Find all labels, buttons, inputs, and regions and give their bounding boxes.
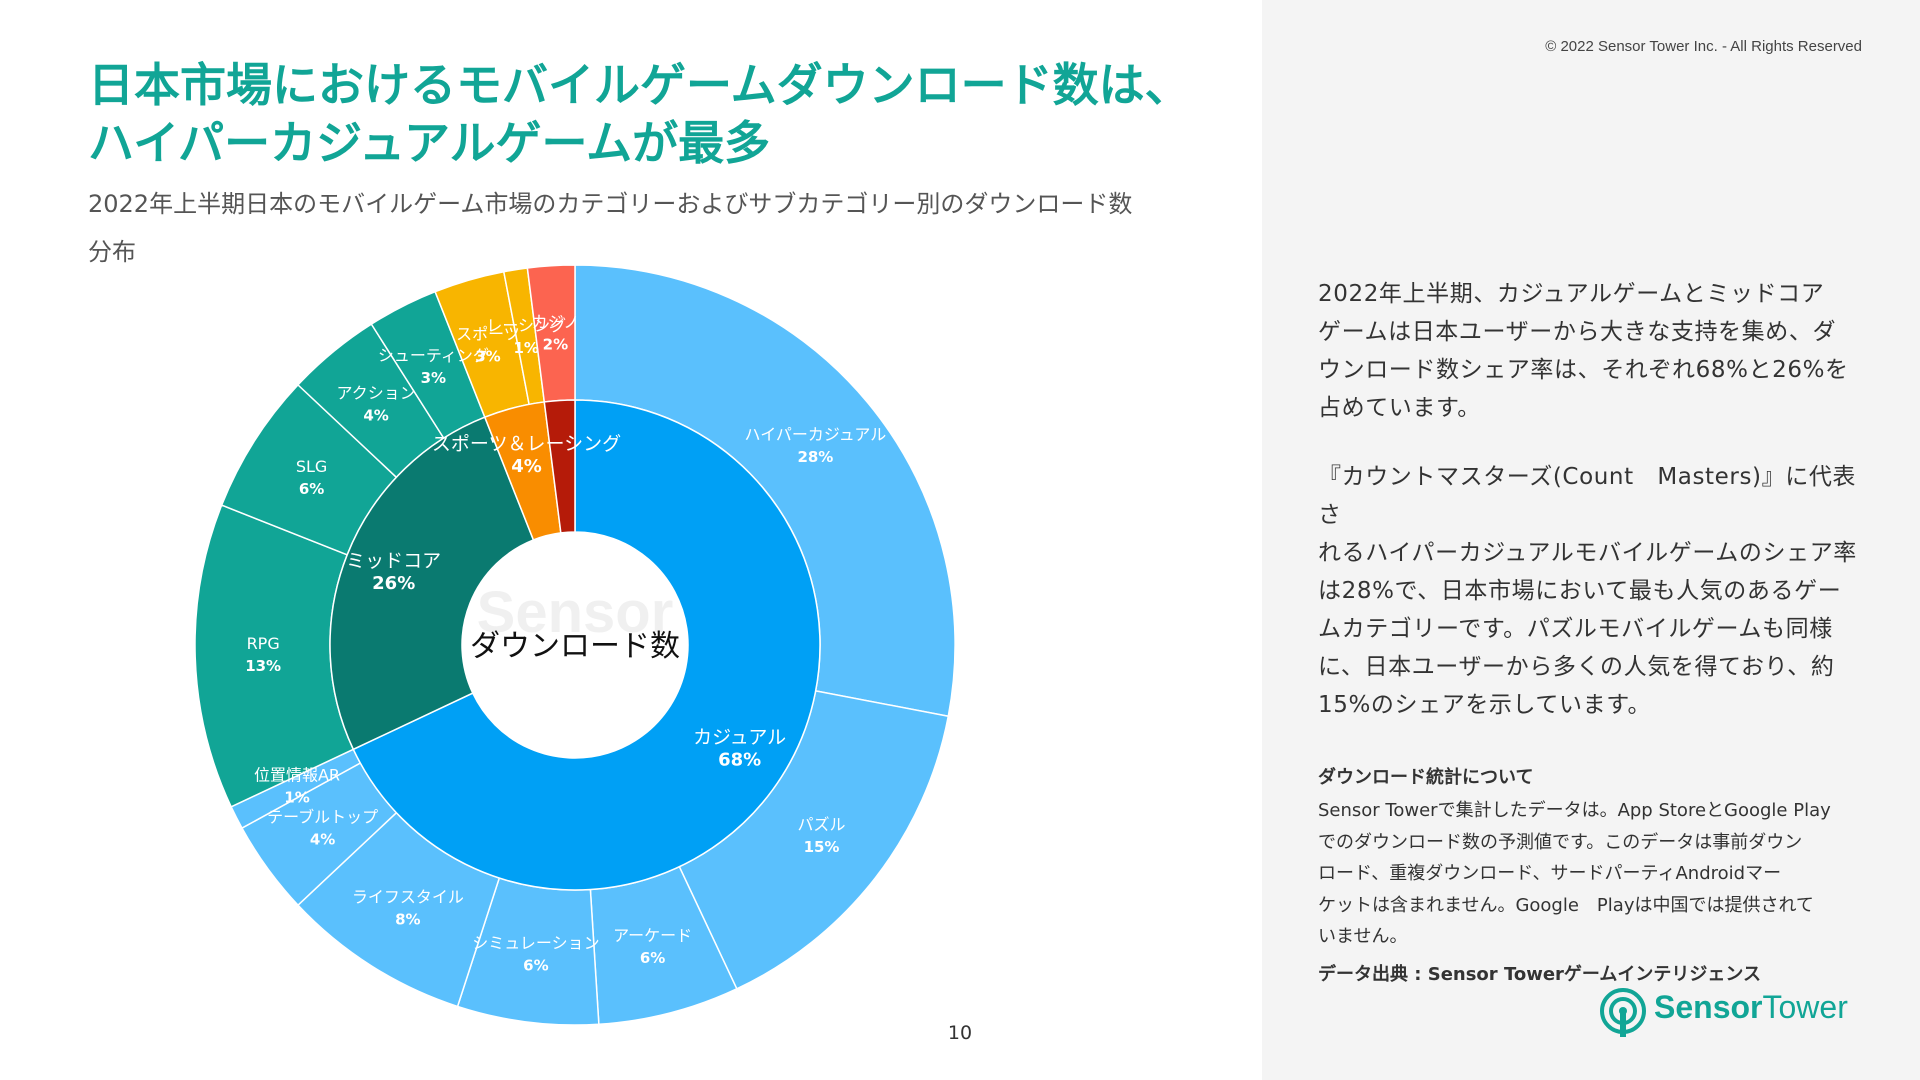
- copyright: © 2022 Sensor Tower Inc. - All Rights Re…: [1545, 38, 1862, 55]
- chart-subtitle: 2022年上半期日本のモバイルゲーム市場のカテゴリーおよびサブカテゴリー別のダウ…: [88, 180, 1248, 276]
- note-line: ケットは含まれません。Google Playは中国では提供されて: [1318, 894, 1814, 916]
- note-line: でのダウンロード数の予測値です。このデータは事前ダウン: [1318, 831, 1803, 853]
- outer-slice-value: 3%: [421, 369, 446, 387]
- paragraph-line: 占めています。: [1318, 395, 1481, 421]
- note-line: Sensor Towerで集計したデータは。App StoreとGoogle P…: [1318, 800, 1831, 821]
- paragraph-line: ゲームは日本ユーザーから大きな支持を集め、ダ: [1318, 319, 1837, 345]
- outer-slice-value: 28%: [797, 448, 833, 466]
- inner-slice-value: 26%: [372, 573, 415, 594]
- page-title: 日本市場におけるモバイルゲームダウンロード数は、 ハイパーカジュアルゲームが最多: [88, 56, 1208, 172]
- outer-slice-value: 15%: [804, 838, 840, 856]
- outer-slice-value: 2%: [543, 336, 568, 354]
- outer-slice-name: アクション: [337, 384, 416, 403]
- note-body: Sensor Towerで集計したデータは。App StoreとGoogle P…: [1318, 795, 1870, 953]
- outer-slice-value: 1%: [513, 339, 538, 357]
- chart-subtitle-line: 分布: [88, 238, 136, 266]
- outer-slice-name: レーシング: [486, 316, 566, 335]
- sunburst-chart: Sensor ダウンロード数 ハイパーカジュアル 28% パズル 15% アーケード 6%…: [194, 264, 956, 1026]
- outer-slice-value: 13%: [245, 657, 281, 675]
- right-panel: [1262, 0, 1920, 1080]
- outer-slice-value: 8%: [395, 910, 420, 928]
- outer-slice-name: 位置情報AR: [254, 766, 340, 785]
- outer-slice-name: パズル: [798, 815, 846, 834]
- outer-slice-name: スポーツ: [456, 324, 520, 343]
- outer-slice-name: シューティング: [378, 346, 489, 365]
- sensor-tower-logo-icon: [1600, 988, 1646, 1037]
- paragraph-line: 15%のシェアを示しています。: [1318, 692, 1652, 718]
- outer-slice-name: SLG: [296, 457, 327, 476]
- outer-slice-value: 3%: [475, 347, 500, 365]
- data-source: データ出典 : Sensor Towerゲームインテリジェンス: [1318, 964, 1762, 985]
- note-line: いません。: [1318, 926, 1408, 947]
- paragraph-line: れるハイパーカジュアルモバイルゲームのシェア率: [1318, 540, 1857, 566]
- outer-slice-name: ライフスタイル: [352, 887, 464, 906]
- paragraph-line: に、日本ユーザーから多くの人気を得ており、約: [1318, 654, 1835, 680]
- body-paragraph-1: 2022年上半期、カジュアルゲームとミッドコア ゲームは日本ユーザーから大きな支…: [1318, 275, 1870, 427]
- outer-slice-name: テーブルトップ: [267, 807, 378, 826]
- outer-slice-name: アーケード: [613, 926, 692, 945]
- logo-word-sensor: Sensor: [1654, 989, 1763, 1025]
- body-paragraph-2: 『カウントマスターズ(Count Masters)』に代表さ れるハイパーカジュ…: [1318, 458, 1870, 724]
- page-title-line: ハイパーカジュアルゲームが最多: [88, 116, 771, 170]
- inner-slice-name: スポーツ＆レーシング: [432, 433, 621, 455]
- outer-slice-name: シミュレーション: [472, 934, 599, 953]
- paragraph-line: ウンロード数シェア率は、それぞれ68%と26%を: [1318, 357, 1849, 383]
- outer-ring: [194, 264, 956, 1026]
- outer-slice-value: 4%: [310, 830, 335, 848]
- paragraph-line: ムカテゴリーです。パズルモバイルゲームも同様: [1318, 616, 1833, 642]
- paragraph-line: 2022年上半期、カジュアルゲームとミッドコア: [1318, 281, 1825, 307]
- note-heading: ダウンロード統計について: [1318, 767, 1534, 788]
- note-line: ロード、重複ダウンロード、サードパーティAndroidマー: [1318, 863, 1782, 884]
- outer-slice-name: ハイパーカジュアル: [745, 425, 887, 444]
- sensor-tower-logo: SensorTower: [1596, 983, 1896, 1043]
- outer-slice-name: カジノ: [532, 313, 580, 332]
- chart-subtitle-line: 2022年上半期日本のモバイルゲーム市場のカテゴリーおよびサブカテゴリー別のダウ…: [88, 190, 1133, 218]
- slice-labels: ハイパーカジュアル 28% パズル 15% アーケード 6% シミュレーション 6% ライフスタ…: [245, 313, 886, 975]
- page-title-line: 日本市場におけるモバイルゲームダウンロード数は、: [88, 58, 1191, 112]
- watermark-text: Sensor: [477, 580, 674, 645]
- outer-slice-value: 6%: [523, 957, 548, 975]
- logo-word-tower: Tower: [1762, 989, 1848, 1025]
- inner-slice-value: 68%: [718, 749, 761, 770]
- inner-slice-name: ミッドコア: [346, 550, 441, 572]
- page-number: 10: [947, 1022, 973, 1044]
- outer-slice-value: 6%: [640, 949, 665, 967]
- logo-wordmark: SensorTower: [1654, 989, 1848, 1026]
- inner-ring: [329, 399, 821, 891]
- donut-hole: [462, 532, 688, 758]
- paragraph-line: 『カウントマスターズ(Count Masters)』に代表さ: [1318, 464, 1857, 528]
- outer-slice-name: RPG: [247, 634, 280, 653]
- paragraph-line: は28%で、日本市場において最も人気のあるゲー: [1318, 578, 1842, 604]
- outer-slice-value: 6%: [299, 480, 324, 498]
- inner-slice-name: カジュアル: [693, 726, 786, 748]
- inner-slice-value: 4%: [511, 456, 542, 477]
- outer-slice-value: 1%: [284, 789, 309, 807]
- center-label: ダウンロード数: [470, 629, 680, 664]
- outer-slice-value: 4%: [363, 407, 388, 425]
